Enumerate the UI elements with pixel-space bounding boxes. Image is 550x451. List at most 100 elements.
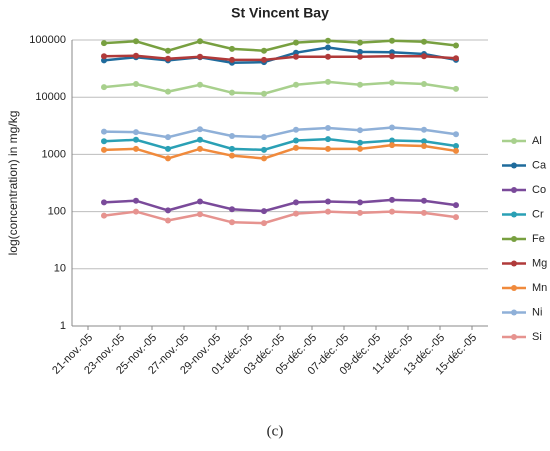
- data-point: [453, 131, 459, 138]
- legend-marker: [511, 162, 517, 169]
- data-point: [197, 38, 203, 45]
- data-point: [453, 143, 459, 150]
- data-point: [261, 220, 267, 227]
- data-point: [389, 208, 395, 215]
- data-point: [421, 126, 427, 133]
- data-point: [261, 134, 267, 141]
- data-point: [357, 53, 363, 60]
- legend-marker: [511, 138, 517, 144]
- legend-marker: [511, 334, 517, 340]
- legend-label: Fe: [532, 233, 545, 245]
- series-line: [103, 137, 457, 152]
- data-point: [453, 214, 459, 221]
- data-point: [261, 90, 267, 97]
- data-point: [197, 211, 203, 218]
- data-point: [389, 196, 395, 203]
- data-point: [421, 81, 427, 88]
- legend-label: Mn: [532, 282, 547, 294]
- legend-label: Ni: [532, 306, 542, 318]
- legend-marker: [511, 260, 517, 267]
- data-point: [357, 39, 363, 46]
- caption: (c): [267, 423, 284, 439]
- legend-marker: [511, 236, 517, 242]
- data-point: [229, 219, 235, 226]
- data-point: [165, 145, 171, 152]
- data-point: [389, 124, 395, 131]
- series-line: [103, 210, 457, 225]
- series-line: [103, 54, 457, 62]
- data-point: [101, 84, 107, 91]
- data-point: [453, 85, 459, 92]
- data-point: [293, 144, 299, 151]
- data-point: [325, 145, 331, 152]
- data-point: [229, 145, 235, 152]
- data-point: [229, 45, 235, 52]
- series-line: [103, 198, 457, 213]
- legend-marker: [511, 309, 517, 316]
- chart-title: St Vincent Bay: [231, 5, 329, 21]
- data-point: [133, 208, 139, 215]
- data-point: [325, 37, 331, 44]
- series-line: [103, 126, 457, 139]
- data-point: [101, 212, 107, 219]
- data-point: [293, 53, 299, 60]
- data-point: [389, 37, 395, 44]
- data-point: [357, 127, 363, 134]
- data-point: [261, 47, 267, 54]
- data-point: [229, 206, 235, 213]
- data-point: [293, 210, 299, 217]
- data-point: [165, 155, 171, 162]
- data-point: [389, 79, 395, 86]
- data-point: [101, 199, 107, 206]
- data-point: [165, 55, 171, 62]
- data-point: [453, 42, 459, 49]
- data-point: [197, 53, 203, 60]
- y-axis-label: log(concentration) in mg/kg: [6, 111, 20, 256]
- data-point: [421, 209, 427, 216]
- series-line: [103, 143, 457, 160]
- data-point: [293, 137, 299, 144]
- y-tick-label: 100: [48, 206, 66, 218]
- legend-marker: [511, 211, 517, 218]
- data-point: [421, 143, 427, 150]
- data-point: [293, 199, 299, 206]
- data-point: [325, 44, 331, 51]
- data-point: [133, 145, 139, 152]
- data-point: [421, 197, 427, 204]
- legend-label: Si: [532, 331, 542, 343]
- data-point: [357, 81, 363, 88]
- data-point: [229, 132, 235, 139]
- data-point: [229, 56, 235, 63]
- series-line: [103, 39, 457, 53]
- data-point: [101, 128, 107, 135]
- data-point: [389, 137, 395, 144]
- data-point: [133, 52, 139, 59]
- data-point: [453, 55, 459, 62]
- legend-label: Cr: [532, 208, 544, 220]
- data-point: [165, 47, 171, 54]
- data-point: [389, 53, 395, 60]
- data-point: [453, 147, 459, 154]
- data-point: [165, 134, 171, 141]
- data-point: [357, 139, 363, 146]
- data-point: [101, 138, 107, 145]
- y-tick-label: 1: [60, 320, 66, 332]
- y-tick-label: 10: [54, 263, 66, 275]
- data-point: [357, 209, 363, 216]
- data-point: [197, 126, 203, 133]
- data-point: [389, 142, 395, 149]
- data-point: [325, 53, 331, 60]
- data-point: [325, 136, 331, 143]
- data-point: [101, 146, 107, 153]
- data-point: [421, 53, 427, 60]
- data-point: [101, 53, 107, 60]
- data-point: [453, 202, 459, 209]
- y-tick-label: 10000: [35, 91, 66, 103]
- data-point: [165, 217, 171, 224]
- data-point: [421, 138, 427, 145]
- data-point: [197, 198, 203, 205]
- data-point: [293, 126, 299, 133]
- data-point: [229, 89, 235, 96]
- data-point: [293, 81, 299, 88]
